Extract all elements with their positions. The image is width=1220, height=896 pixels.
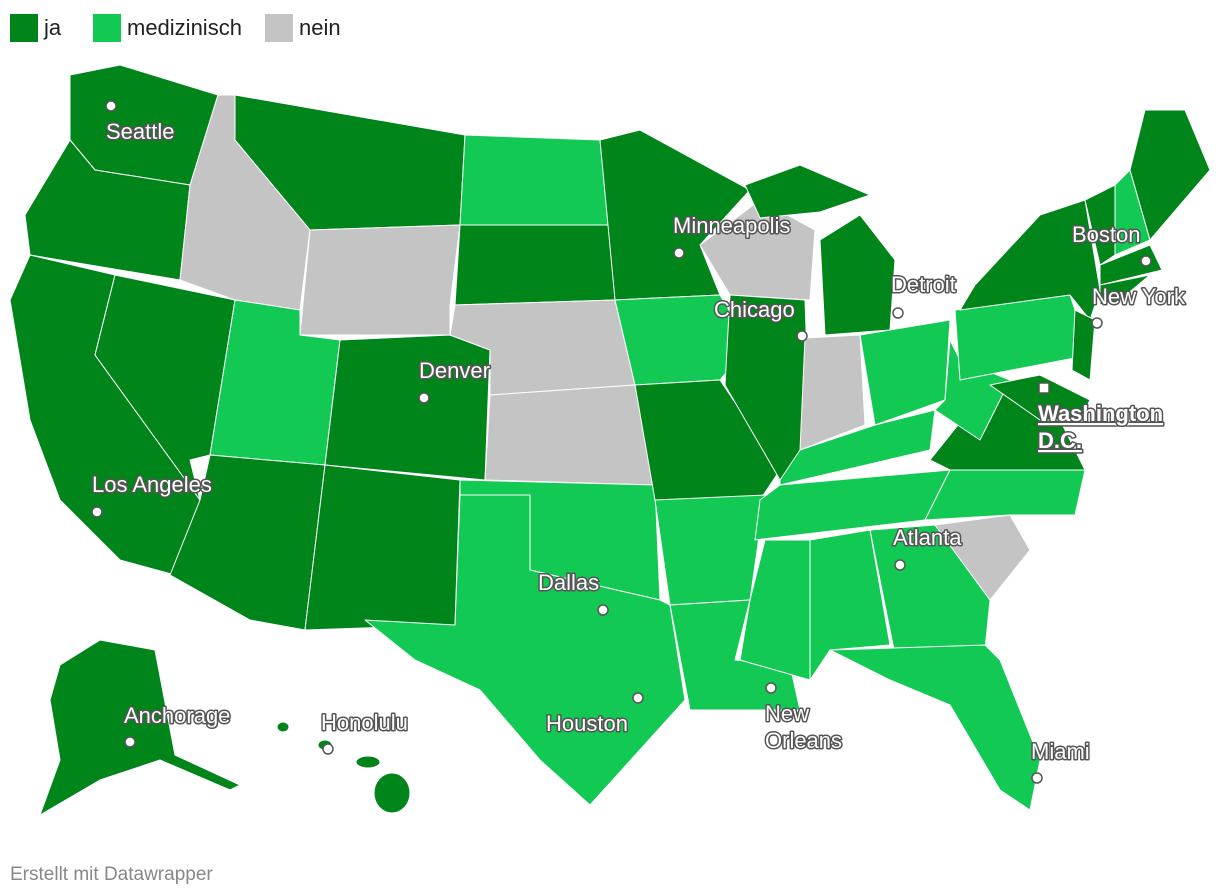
state xyxy=(654,494,766,606)
state xyxy=(276,721,290,733)
state xyxy=(1099,244,1163,286)
state xyxy=(924,469,1086,521)
city-marker xyxy=(1140,255,1152,267)
state xyxy=(744,164,871,219)
city-marker xyxy=(632,692,644,704)
state xyxy=(459,134,611,226)
city-marker xyxy=(124,736,136,748)
city-label: New Orleans xyxy=(765,701,842,753)
city-marker xyxy=(892,307,904,319)
legend-label: ja xyxy=(43,15,62,40)
state xyxy=(1129,109,1211,241)
state xyxy=(809,529,891,681)
state xyxy=(304,464,461,631)
state xyxy=(454,224,616,306)
state xyxy=(355,755,381,769)
state xyxy=(934,514,1031,601)
city-marker xyxy=(91,506,103,518)
cities: Seattle Minneapolis Boston Detroit Chicago Ne… xyxy=(91,100,1187,784)
state xyxy=(1071,309,1096,381)
state xyxy=(324,334,491,481)
city-label: Miami xyxy=(1031,739,1090,764)
state xyxy=(819,214,896,336)
state xyxy=(989,374,1091,421)
footer: Erstellt mit Datawrapper xyxy=(10,864,213,885)
city-label: Anchorage xyxy=(124,703,230,728)
state xyxy=(699,199,816,301)
city-label: Houston xyxy=(546,711,628,736)
city-marker xyxy=(597,604,609,616)
city-label: Boston xyxy=(1072,222,1141,247)
city-label: Seattle xyxy=(106,119,175,144)
city-marker xyxy=(1038,382,1050,394)
state xyxy=(1099,274,1151,306)
city-label: Los Angeles xyxy=(92,472,212,497)
legend-swatch xyxy=(10,14,38,42)
city-marker xyxy=(105,100,117,112)
state xyxy=(634,379,781,501)
legend-swatch xyxy=(93,14,121,42)
legend-label: nein xyxy=(299,15,341,40)
city-label: Honolulu xyxy=(321,710,408,735)
city-label: Dallas xyxy=(538,570,599,595)
city-marker xyxy=(1091,317,1103,329)
state xyxy=(799,334,866,451)
city-label: Washington D.C. xyxy=(1038,401,1163,453)
city-label: Minneapolis xyxy=(673,213,790,238)
state xyxy=(299,224,461,336)
city-marker xyxy=(796,330,808,342)
legend-label: medizinisch xyxy=(127,15,242,40)
state xyxy=(484,384,656,486)
legend: ja medizinisch nein xyxy=(10,14,341,42)
state xyxy=(39,639,241,816)
city-marker xyxy=(673,247,685,259)
state xyxy=(959,199,1101,321)
state xyxy=(364,494,686,806)
state xyxy=(869,524,991,656)
city-label: Atlanta xyxy=(893,525,962,550)
city-label: Detroit xyxy=(891,272,956,297)
city-marker xyxy=(1031,772,1043,784)
city-marker xyxy=(322,743,334,755)
state xyxy=(739,539,811,681)
city-marker xyxy=(765,682,777,694)
city-label: Denver xyxy=(419,358,490,383)
state xyxy=(829,644,1041,811)
legend-swatch xyxy=(265,14,293,42)
states xyxy=(9,64,1211,816)
city-label: New York xyxy=(1092,284,1186,309)
city-marker xyxy=(418,392,430,404)
city-marker xyxy=(894,559,906,571)
state xyxy=(373,772,411,814)
city-label: Chicago xyxy=(714,297,795,322)
